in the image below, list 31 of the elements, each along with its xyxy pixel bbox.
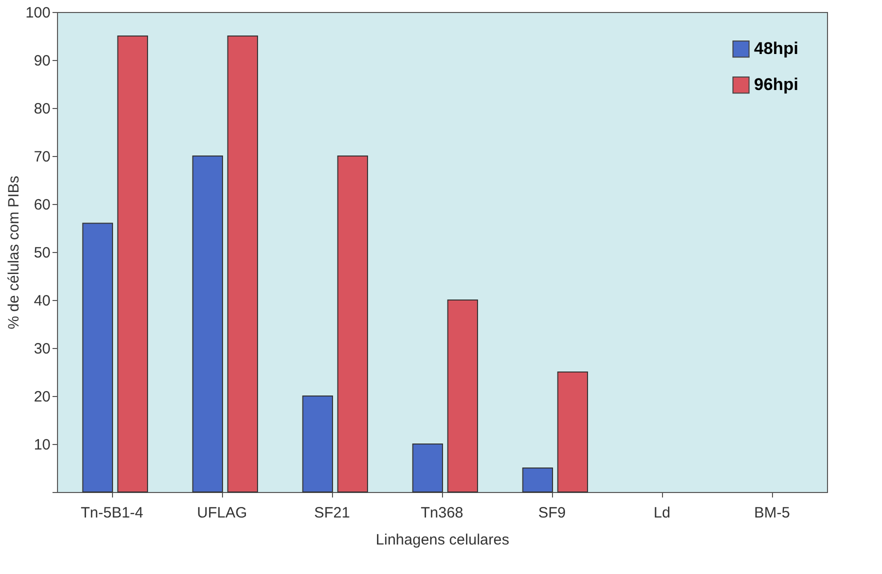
bar xyxy=(337,156,368,492)
bar xyxy=(412,444,444,492)
y-tick-label: 50 xyxy=(34,244,50,262)
y-tick-label: 20 xyxy=(34,388,50,406)
bar xyxy=(82,222,114,492)
bar xyxy=(117,36,148,492)
bar xyxy=(302,396,334,492)
y-tick-label: 90 xyxy=(34,52,50,70)
x-tick-label: Tn368 xyxy=(420,504,464,522)
y-tick-label: 70 xyxy=(34,148,50,166)
bar xyxy=(447,300,478,492)
y-axis-title: % de células com PIBs xyxy=(5,176,22,330)
x-tick-label: SF21 xyxy=(314,504,350,522)
x-axis-title: Linhagens celulares xyxy=(376,532,510,548)
y-tick-label: 100 xyxy=(25,4,50,22)
bar xyxy=(192,156,224,492)
bar xyxy=(227,36,258,492)
x-tick-label: Ld xyxy=(654,504,670,522)
y-tick-label: 30 xyxy=(34,340,50,358)
y-tick-label: 10 xyxy=(34,436,50,454)
x-tick-label: BM-5 xyxy=(754,504,790,522)
legend-label: 48hpi xyxy=(754,39,798,58)
y-tick-label: 60 xyxy=(34,196,50,214)
legend-label: 96hpi xyxy=(754,75,798,94)
x-tick-label: UFLAG xyxy=(196,504,248,522)
bar xyxy=(522,468,554,492)
x-tick-label: Tn-5B1-4 xyxy=(80,504,144,522)
y-tick-label: 80 xyxy=(34,100,50,118)
y-tick-label: 40 xyxy=(34,292,50,310)
x-tick-label: SF9 xyxy=(538,504,566,522)
bar xyxy=(557,372,588,492)
